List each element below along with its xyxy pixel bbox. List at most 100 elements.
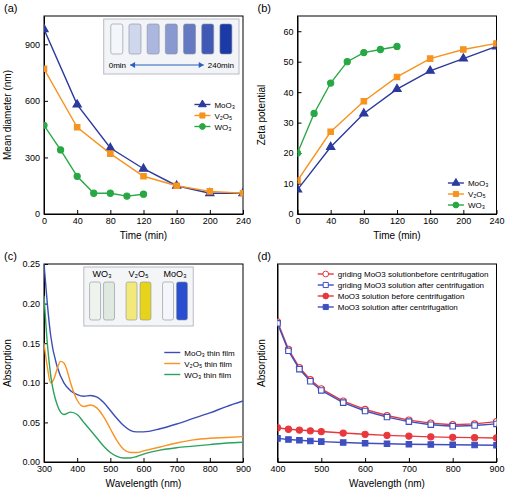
x-axis: 04080120160200240	[42, 210, 251, 226]
marker	[494, 41, 497, 46]
x-tick-label: 200	[203, 216, 218, 226]
marker	[362, 408, 367, 413]
x-tick-mark	[397, 210, 398, 214]
y-tick: 20	[283, 148, 301, 158]
marker	[377, 46, 383, 52]
panel-label: (b)	[258, 2, 271, 14]
x-tick-mark	[364, 210, 365, 214]
x-axis-title: Time (min)	[373, 230, 420, 241]
x-tick-label: 0	[42, 216, 47, 226]
x-axis: 300400500600700800900	[37, 458, 251, 474]
y-tick: 0.05	[22, 418, 48, 428]
marker	[44, 122, 47, 128]
x-tick-label: 40	[73, 216, 83, 226]
marker	[239, 188, 243, 195]
x-tick-label: 500	[314, 464, 329, 474]
series-line	[278, 428, 497, 438]
x-tick: 120	[136, 210, 151, 226]
marker	[73, 100, 81, 107]
x-tick: 40	[326, 210, 336, 226]
x-tick-label: 600	[136, 464, 151, 474]
plot: 040801201602002400102030405060MoO₃V₂O₅WO…	[283, 16, 504, 226]
y-axis	[278, 265, 279, 463]
marker	[74, 173, 80, 179]
vial	[177, 282, 188, 320]
y-tick-label: 20	[283, 148, 293, 158]
y-axis-line	[278, 265, 279, 463]
legend-item: V₂O₅	[448, 190, 486, 199]
x-tick: 40	[73, 210, 83, 226]
x-axis-line	[278, 462, 497, 463]
marker	[362, 441, 367, 446]
inset: WO₃V₂O₅MoO₃	[84, 267, 193, 326]
y-tick-label: 0.10	[22, 378, 40, 388]
y-tick-label: 0.05	[22, 418, 40, 428]
panel: 0408012016020024003006009000min240minMoO…	[2, 2, 251, 241]
marker	[450, 434, 456, 440]
x-tick: 240	[489, 210, 504, 226]
x-tick-mark	[243, 210, 244, 214]
y-tick-mark	[44, 44, 48, 45]
y-tick-label: 300	[25, 153, 40, 163]
marks	[44, 264, 243, 458]
marker	[207, 189, 212, 194]
x-tick-mark	[144, 210, 145, 214]
marker	[362, 431, 368, 437]
x-axis-line	[45, 462, 244, 463]
marker	[44, 66, 47, 71]
marker	[393, 84, 401, 91]
marker	[91, 190, 97, 196]
x-tick: 500	[314, 458, 329, 474]
series-line	[44, 69, 243, 193]
series-line	[44, 264, 243, 432]
y-tick-mark	[44, 214, 48, 215]
marker	[492, 42, 496, 49]
y-tick-label: 50	[283, 57, 293, 67]
marker	[278, 321, 281, 326]
legend-item: WO₃	[448, 201, 485, 210]
x-tick-mark	[409, 458, 410, 462]
vial	[104, 282, 115, 320]
plot: 3004005006007008009000.000.050.100.150.2…	[22, 259, 251, 474]
y-tick: 900	[25, 40, 48, 50]
marker	[361, 49, 367, 55]
marker	[308, 438, 313, 443]
y-tick: 600	[25, 96, 48, 106]
marker	[318, 428, 324, 434]
legend-item: MoO₃	[194, 100, 235, 109]
x-axis: 400500600700800900	[270, 458, 504, 474]
marker	[459, 54, 467, 61]
legend-item: MoO₃ thin film	[164, 349, 235, 358]
inset: 0min240min	[104, 19, 239, 74]
legend-marker	[323, 282, 328, 287]
legend-marker	[323, 271, 329, 277]
y-tick: 0	[35, 209, 48, 219]
y-axis-title: Absorption	[256, 339, 267, 387]
marker	[140, 191, 146, 197]
legend-item: MoO3 solution before centrifugation	[318, 292, 465, 301]
y-tick-mark	[44, 101, 48, 102]
marker	[472, 442, 477, 447]
vial	[140, 282, 151, 320]
marker	[328, 80, 334, 86]
marker	[240, 191, 243, 196]
series-line	[278, 323, 497, 426]
x-tick-mark	[144, 458, 145, 462]
x-axis-title: Wavelength (nm)	[106, 478, 182, 489]
x-tick-mark	[77, 210, 78, 214]
annotation: MoO₃	[163, 269, 187, 279]
vial	[147, 24, 159, 54]
marker	[298, 150, 301, 156]
y-tick: 50	[283, 57, 301, 67]
x-tick: 160	[423, 210, 438, 226]
plot-frame	[44, 16, 243, 214]
y-tick-mark	[44, 383, 48, 384]
panel: 400500600700800900griding MoO3 solutionb…	[256, 250, 505, 489]
y-axis: 0 300 600 900	[25, 17, 48, 220]
marker	[286, 437, 291, 442]
series-line	[44, 343, 243, 452]
marker	[494, 443, 497, 448]
arrow-shaft	[130, 65, 204, 66]
marker	[428, 422, 433, 427]
marker	[472, 423, 477, 428]
